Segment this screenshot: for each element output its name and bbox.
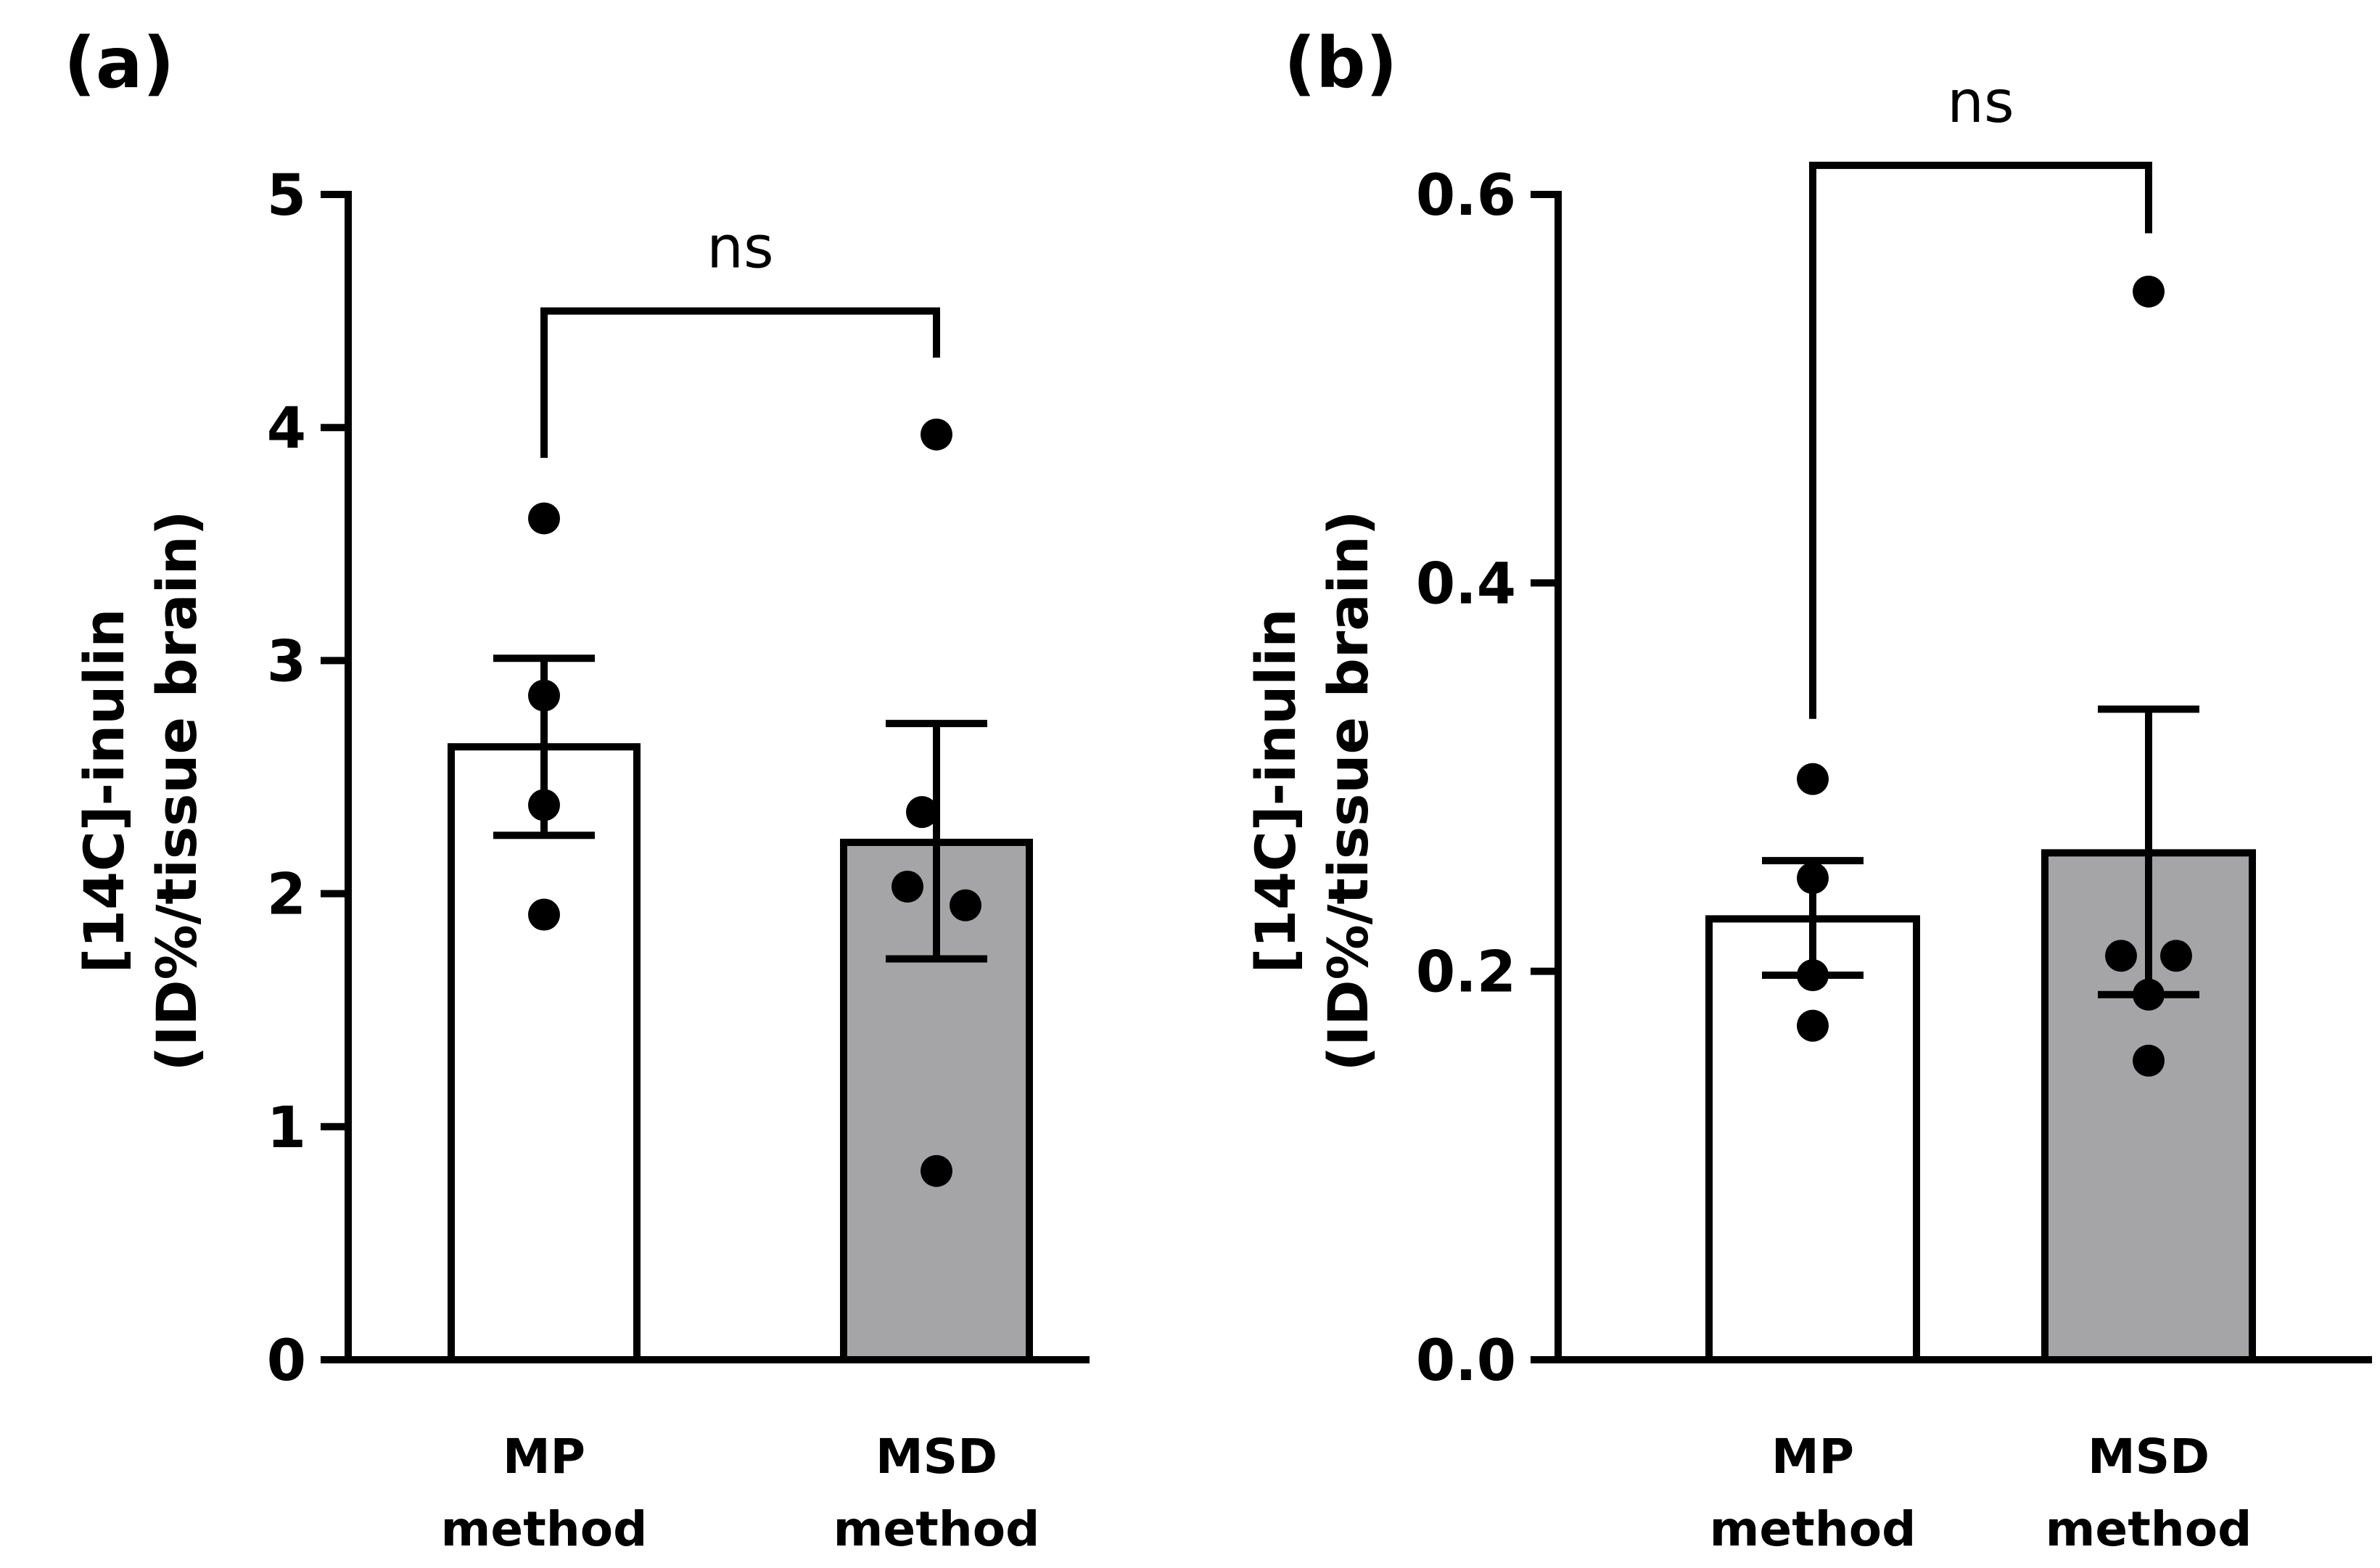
panel-a-point-0-1 <box>528 679 560 712</box>
panel-b-ytick-label-0: 0.0 <box>1416 1329 1516 1394</box>
panel-a-ytick-label-0: 0 <box>267 1329 306 1394</box>
panel-b-label: (b) <box>1284 22 1397 104</box>
panel-a-ytick-label-5: 5 <box>267 163 306 229</box>
panel-b-category-0-line2: method <box>1710 1501 1916 1557</box>
panel-a-point-1-4 <box>921 1154 952 1187</box>
panel-b-ylabel-line2: (ID%/tissue brain) <box>1316 510 1380 1071</box>
panel-a-category-0-line1: MP <box>503 1429 585 1485</box>
panel-a-ylabel-line2: (ID%/tissue brain) <box>144 510 209 1071</box>
panel-b-point-0-0 <box>1797 763 1829 795</box>
panel-b-significance-label: ns <box>1947 68 2014 136</box>
panel-a-ytick-label-3: 3 <box>267 629 306 694</box>
panel-b-point-1-0 <box>2133 275 2165 308</box>
panel-a-point-1-1 <box>906 796 938 829</box>
panel-b-category-1-line1: MSD <box>2088 1429 2210 1485</box>
panel-b-point-1-2 <box>2160 940 2192 972</box>
panel-a-point-1-0 <box>921 418 952 451</box>
panel-a-ylabel: [14C]-inulin (ID%/tissue brain) <box>72 510 209 1071</box>
panel-a-point-0-2 <box>528 789 560 821</box>
panel-a-category-1-line1: MSD <box>876 1429 997 1485</box>
panel-b: (b) [14C]-inulin (ID%/tissue brain) 0.00… <box>1243 22 2372 1557</box>
panel-b-point-1-4 <box>2133 1044 2165 1077</box>
panel-b-point-1-1 <box>2105 940 2137 972</box>
panel-a-point-0-3 <box>528 898 560 931</box>
panel-b-point-0-3 <box>1797 1009 1829 1042</box>
panel-b-significance-bracket <box>1809 161 2152 719</box>
panel-a-point-0-0 <box>528 502 560 535</box>
panel-a-category-1-line2: method <box>833 1501 1040 1557</box>
panel-a-label: (a) <box>64 22 175 104</box>
panel-b-ytick-label-1: 0.2 <box>1416 940 1516 1006</box>
panel-b-point-1-3 <box>2133 978 2165 1011</box>
panel-a-significance-label: ns <box>707 214 773 282</box>
panel-b-category-0-line1: MP <box>1771 1429 1854 1485</box>
panel-a-point-1-2 <box>892 870 923 903</box>
panel-b-ytick-label-2: 0.4 <box>1416 551 1516 617</box>
panel-b-ytick-label-3: 0.6 <box>1416 163 1516 229</box>
panel-b-point-0-2 <box>1797 959 1829 992</box>
panel-a-ytick-label-1: 1 <box>267 1096 306 1161</box>
panel-b-ylabel-line1: [14C]-inulin <box>1243 608 1308 973</box>
panel-a-bar-0 <box>448 743 641 1363</box>
panel-a-category-0-line2: method <box>441 1501 648 1557</box>
panel-b-ylabel: [14C]-inulin (ID%/tissue brain) <box>1243 510 1380 1071</box>
panel-b-bar-0 <box>1705 915 1920 1363</box>
panel-a-ylabel-line1: [14C]-inulin <box>72 608 136 973</box>
panel-a-point-1-3 <box>950 889 981 921</box>
panel-a-significance-bracket <box>540 307 940 458</box>
panel-a-ytick-label-2: 2 <box>267 863 306 928</box>
panel-a: (a) [14C]-inulin (ID%/tissue brain) 0 1 2 3… <box>64 22 1090 1557</box>
panel-a-ytick-label-4: 4 <box>267 396 306 461</box>
panel-b-category-1-line2: method <box>2046 1501 2252 1557</box>
panel-b-plot: 0.0 0.2 0.4 0.6 MP method MSD method ns <box>1416 68 2372 1557</box>
panel-a-plot: 0 1 2 3 4 5 MP method MSD method ns <box>267 163 1090 1557</box>
panel-b-point-0-1 <box>1797 862 1829 895</box>
